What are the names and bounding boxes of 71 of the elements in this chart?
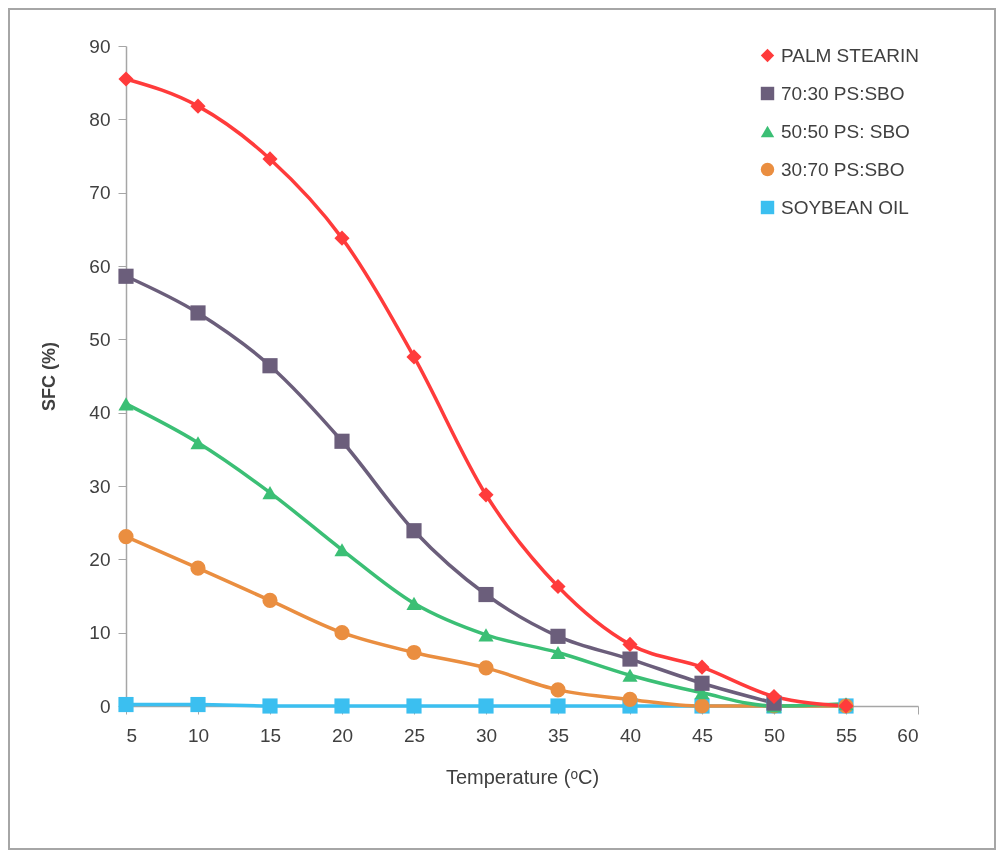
point xyxy=(622,691,638,707)
y-tick-label: 70 xyxy=(89,182,111,204)
point xyxy=(190,98,206,114)
x-tick-label: 30 xyxy=(475,724,498,746)
point xyxy=(190,305,206,321)
y-tick-label: 80 xyxy=(89,108,111,130)
point xyxy=(334,543,350,557)
point xyxy=(478,487,494,503)
legend-label: PALM STEARIN xyxy=(781,44,919,66)
point xyxy=(262,486,278,500)
point xyxy=(118,529,134,545)
point xyxy=(190,696,206,713)
y-tick-label: 50 xyxy=(89,328,111,350)
point xyxy=(622,668,638,682)
point xyxy=(118,696,134,713)
legend-label: SOYBEAN OIL xyxy=(781,196,909,218)
point xyxy=(478,628,494,642)
point xyxy=(478,698,494,714)
point xyxy=(334,230,350,246)
point xyxy=(118,268,134,284)
x-tick-label: 60 xyxy=(897,724,919,746)
point xyxy=(262,151,278,167)
point xyxy=(622,636,638,652)
x-tick-label: 55 xyxy=(835,724,858,746)
point xyxy=(262,698,278,714)
x-tick-label: 10 xyxy=(187,724,210,746)
y-axis-title: SFC (%) xyxy=(39,342,60,411)
x-tick-label: 5 xyxy=(126,724,138,746)
point xyxy=(550,645,566,660)
point xyxy=(334,625,350,641)
point xyxy=(190,436,206,450)
x-tick-label: 45 xyxy=(691,724,714,746)
point xyxy=(406,349,422,365)
y-tick-label: 30 xyxy=(89,475,111,497)
point xyxy=(550,682,566,698)
point xyxy=(118,71,134,87)
y-tick-label: 60 xyxy=(89,255,111,277)
point xyxy=(478,586,494,603)
legend-label: 50:50 PS: SBO xyxy=(781,120,910,142)
y-tick-label: 20 xyxy=(89,548,111,570)
point xyxy=(262,358,278,374)
point xyxy=(694,675,710,691)
point xyxy=(406,523,422,539)
x-tick-label: 40 xyxy=(619,724,642,746)
point xyxy=(550,578,566,595)
point xyxy=(406,644,422,661)
point xyxy=(550,698,566,714)
y-tick-label: 40 xyxy=(89,402,111,424)
y-tick-label: 0 xyxy=(99,695,111,717)
point xyxy=(118,397,134,411)
x-tick-label: 25 xyxy=(403,724,426,746)
x-tick-label: 20 xyxy=(331,724,354,746)
x-axis-title: Temperature (ᵒC) xyxy=(445,765,600,788)
point xyxy=(550,628,566,644)
legend-label: 70:30 PS:SBO xyxy=(781,82,905,104)
point xyxy=(766,688,782,705)
x-tick-label: 50 xyxy=(763,724,786,746)
x-tick-label: 35 xyxy=(547,724,570,746)
x-tick-label: 15 xyxy=(259,724,282,746)
point xyxy=(190,560,206,576)
y-tick-label: 10 xyxy=(89,622,111,644)
point xyxy=(478,660,494,676)
legend-label: 30:70 PS:SBO xyxy=(781,158,905,180)
point xyxy=(262,592,278,608)
point xyxy=(694,659,710,675)
point xyxy=(406,698,422,714)
point xyxy=(334,433,350,449)
point xyxy=(622,651,638,667)
y-tick-label: 90 xyxy=(89,35,111,57)
point xyxy=(406,596,422,610)
point xyxy=(334,698,350,714)
